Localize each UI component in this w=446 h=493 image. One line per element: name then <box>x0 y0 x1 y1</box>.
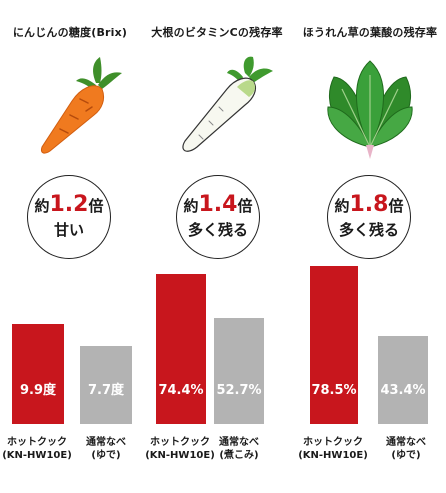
ratio-prefix: 約 <box>334 197 350 215</box>
data-label: 52.7% <box>216 383 262 398</box>
bar-hotcook-carrot: 9.9度 <box>12 324 64 424</box>
chart-panel-spinach: ほうれん草の葉酸の残存率 約1.8倍 多く残る <box>294 0 446 493</box>
ratio-badge: 約1.8倍 多く残る <box>327 175 411 259</box>
ratio-caption: 多く残る <box>187 221 248 239</box>
data-label: 74.4% <box>158 383 204 398</box>
bar-normal-carrot: 7.7度 <box>80 346 132 424</box>
x-label: 通常なべ (煮こみ) <box>219 437 259 461</box>
carrot-illustration <box>0 55 140 160</box>
chart-panel-carrot: にんじんの糖度(Brix) 約1.2倍 甘い <box>0 0 140 493</box>
chart-panel-daikon: 大根のビタミンCの残存率 約1.4倍 多く残る <box>142 0 292 493</box>
ratio-prefix: 約 <box>183 197 199 215</box>
chart-title: にんじんの糖度(Brix) <box>12 26 128 39</box>
spinach-illustration <box>294 55 446 160</box>
ratio-suffix: 倍 <box>88 197 104 215</box>
ratio-value: 1.8 <box>349 192 389 217</box>
bar-hotcook-daikon: 74.4% <box>156 274 206 424</box>
x-label: ホットクック (KN-HW10E) <box>298 437 368 461</box>
data-label: 43.4% <box>380 383 426 398</box>
ratio-caption: 甘い <box>53 221 84 239</box>
daikon-illustration <box>142 55 292 160</box>
x-label: 通常なべ (ゆで) <box>386 437 426 461</box>
bar-normal-daikon: 52.7% <box>214 318 264 424</box>
chart-title: 大根のビタミンCの残存率 <box>151 26 283 39</box>
carrot-icon <box>41 57 122 154</box>
ratio-prefix: 約 <box>34 197 50 215</box>
ratio-value: 1.4 <box>198 192 238 217</box>
chart-title: ほうれん草の葉酸の残存率 <box>302 26 438 39</box>
data-label: 9.9度 <box>19 383 57 398</box>
spinach-icon <box>327 60 413 159</box>
ratio-badge: 約1.2倍 甘い <box>27 175 111 259</box>
bar-normal-spinach: 43.4% <box>378 336 428 424</box>
data-label: 78.5% <box>311 383 357 398</box>
x-label: ホットクック (KN-HW10E) <box>2 437 72 461</box>
daikon-radish-icon <box>182 56 273 152</box>
bar-hotcook-spinach: 78.5% <box>310 266 358 424</box>
ratio-badge: 約1.4倍 多く残る <box>176 175 260 259</box>
data-label: 7.7度 <box>87 383 125 398</box>
ratio-suffix: 倍 <box>388 197 404 215</box>
x-label: ホットクック (KN-HW10E) <box>145 437 215 461</box>
ratio-suffix: 倍 <box>237 197 253 215</box>
ratio-value: 1.2 <box>49 192 89 217</box>
ratio-caption: 多く残る <box>338 221 399 239</box>
x-label: 通常なべ (ゆで) <box>86 437 126 461</box>
